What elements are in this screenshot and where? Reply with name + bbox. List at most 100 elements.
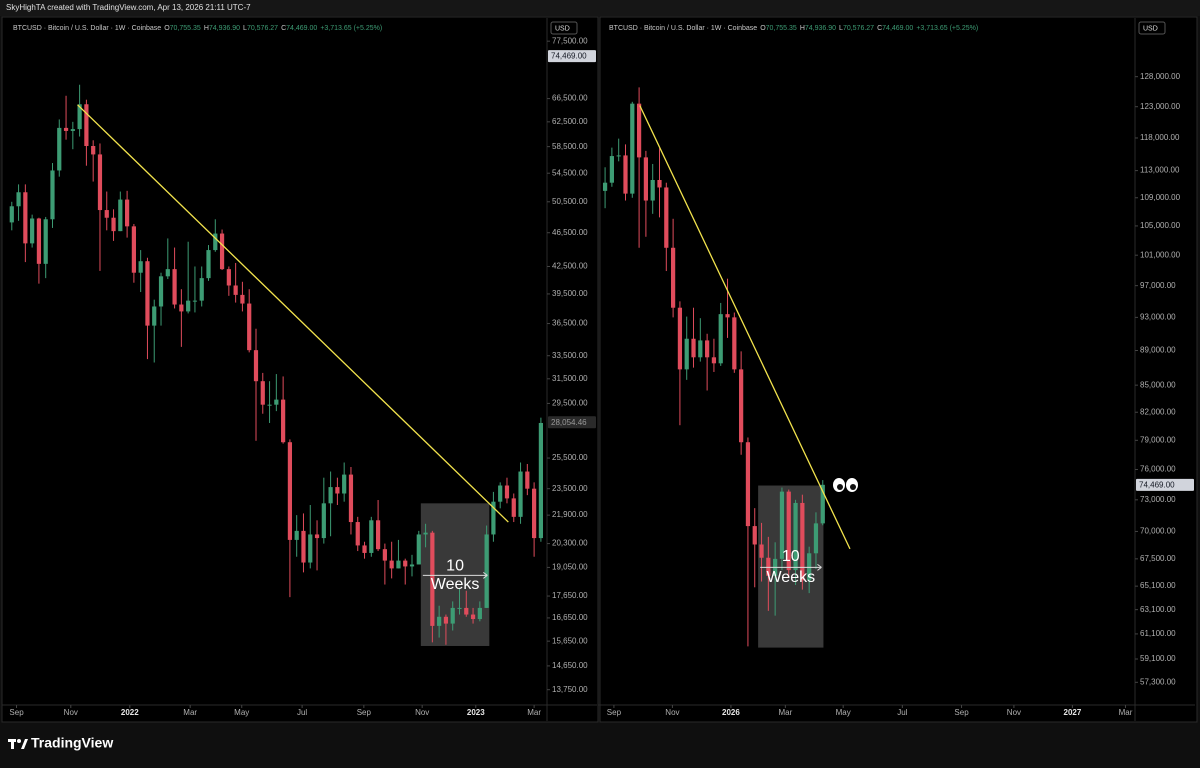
candle-body xyxy=(362,545,367,553)
legend-value: 70,755.35 xyxy=(170,25,201,32)
logo-part xyxy=(11,739,14,749)
candle-body xyxy=(281,399,286,443)
candle-body xyxy=(711,357,717,364)
candle-body xyxy=(630,103,635,194)
candle-body xyxy=(664,187,669,248)
y-tick-label: 20,300.00 xyxy=(552,539,588,548)
x-tick-label: Nov xyxy=(415,708,429,717)
y-tick-label: 17,650.00 xyxy=(552,591,588,600)
price-marker-label: 74,469.00 xyxy=(1139,480,1175,489)
legend-letter: L xyxy=(243,25,247,32)
legend-symbol: BTCUSD · Bitcoin / U.S. Dollar · 1W · Co… xyxy=(13,25,161,32)
y-tick-label: 82,000.00 xyxy=(1140,407,1176,416)
candle-body xyxy=(504,485,510,499)
candle-body xyxy=(375,520,381,550)
y-tick-label: 61,100.00 xyxy=(1140,629,1176,638)
candle-body xyxy=(759,544,764,558)
legend-letter: O xyxy=(164,25,170,32)
candle-body xyxy=(650,179,655,201)
candle-body xyxy=(636,103,642,158)
candle-body xyxy=(752,526,757,545)
x-tick-label: Nov xyxy=(64,708,78,717)
candle-body xyxy=(793,502,798,571)
candle-body xyxy=(403,560,408,567)
y-tick-label: 58,500.00 xyxy=(552,142,588,151)
y-tick-label: 67,500.00 xyxy=(1140,554,1176,563)
candle-body xyxy=(179,304,184,312)
candle-body xyxy=(409,564,415,567)
candle-body xyxy=(70,129,75,131)
y-tick-label: 93,000.00 xyxy=(1140,312,1176,321)
candle-body xyxy=(213,233,218,251)
candle-body xyxy=(779,491,785,559)
y-tick-label: 33,500.00 xyxy=(552,351,588,360)
y-tick-label: 113,000.00 xyxy=(1140,166,1180,175)
candle-body xyxy=(118,199,123,232)
candle-body xyxy=(186,300,191,312)
header-text: SkyHighTA created with TradingView.com, … xyxy=(6,3,251,12)
candle-body xyxy=(470,614,476,620)
candle-body xyxy=(643,157,649,201)
currency-box xyxy=(550,21,578,35)
candle-body xyxy=(91,146,96,155)
candle-body xyxy=(192,300,198,302)
candle-body xyxy=(84,104,89,147)
y-tick-label: 25,500.00 xyxy=(552,453,588,462)
candle-body xyxy=(498,485,503,502)
x-tick-label: 2022 xyxy=(121,708,139,717)
y-tick-label: 66,500.00 xyxy=(552,94,588,103)
chart-legend: BTCUSD · Bitcoin / U.S. Dollar · 1W · Co… xyxy=(609,25,978,32)
candle-body xyxy=(253,350,259,382)
candle-body xyxy=(219,233,225,270)
price-marker xyxy=(548,416,596,429)
candle-body xyxy=(287,442,293,540)
x-tick-label: 2023 xyxy=(467,708,485,717)
candle-body xyxy=(247,303,252,351)
price-marker-label: 74,469.00 xyxy=(551,52,587,61)
candle-body xyxy=(348,474,354,523)
legend-letter: C xyxy=(877,25,882,32)
price-marker-label: 28,054.46 xyxy=(551,418,587,427)
candle-body xyxy=(36,218,42,264)
legend-value: 70,576.27 xyxy=(843,25,874,32)
candle-body xyxy=(382,549,387,561)
candle-body xyxy=(511,498,516,517)
candle-body xyxy=(226,269,231,286)
candle-body xyxy=(430,532,435,626)
y-tick-label: 105,000.00 xyxy=(1140,221,1181,230)
y-tick-label: 85,000.00 xyxy=(1140,380,1176,389)
candle-body xyxy=(525,471,530,489)
candle-body xyxy=(786,491,791,571)
x-tick-label: Jul xyxy=(897,708,907,717)
candle-body xyxy=(369,520,374,553)
legend-letter: L xyxy=(839,25,843,32)
x-tick-label: Mar xyxy=(527,708,541,717)
candle-body xyxy=(321,503,326,539)
y-tick-label: 97,000.00 xyxy=(1140,281,1176,290)
candle-body xyxy=(718,314,723,364)
currency-label: USD xyxy=(1143,25,1158,32)
candle-body xyxy=(97,154,103,211)
candle-body xyxy=(314,534,320,539)
candle-body xyxy=(233,285,238,295)
x-tick-label: May xyxy=(234,708,249,717)
y-tick-label: 89,000.00 xyxy=(1140,346,1176,355)
candle-body xyxy=(623,155,628,194)
y-tick-label: 13,750.00 xyxy=(552,685,588,694)
x-tick-label: Jul xyxy=(297,708,307,717)
box-arrowhead xyxy=(483,571,488,579)
price-marker xyxy=(1136,478,1194,491)
x-tick-label: Mar xyxy=(778,708,792,717)
y-tick-label: 118,000.00 xyxy=(1140,133,1180,142)
y-tick-label: 29,500.00 xyxy=(552,399,588,408)
candle-body xyxy=(609,156,614,183)
box-label: Weeks xyxy=(431,576,480,593)
candle-body xyxy=(165,269,170,277)
candle-body xyxy=(50,170,55,220)
candle-body xyxy=(732,317,737,370)
y-tick-label: 31,500.00 xyxy=(552,374,588,383)
y-tick-label: 59,100.00 xyxy=(1140,654,1176,663)
candle-body xyxy=(457,607,462,609)
